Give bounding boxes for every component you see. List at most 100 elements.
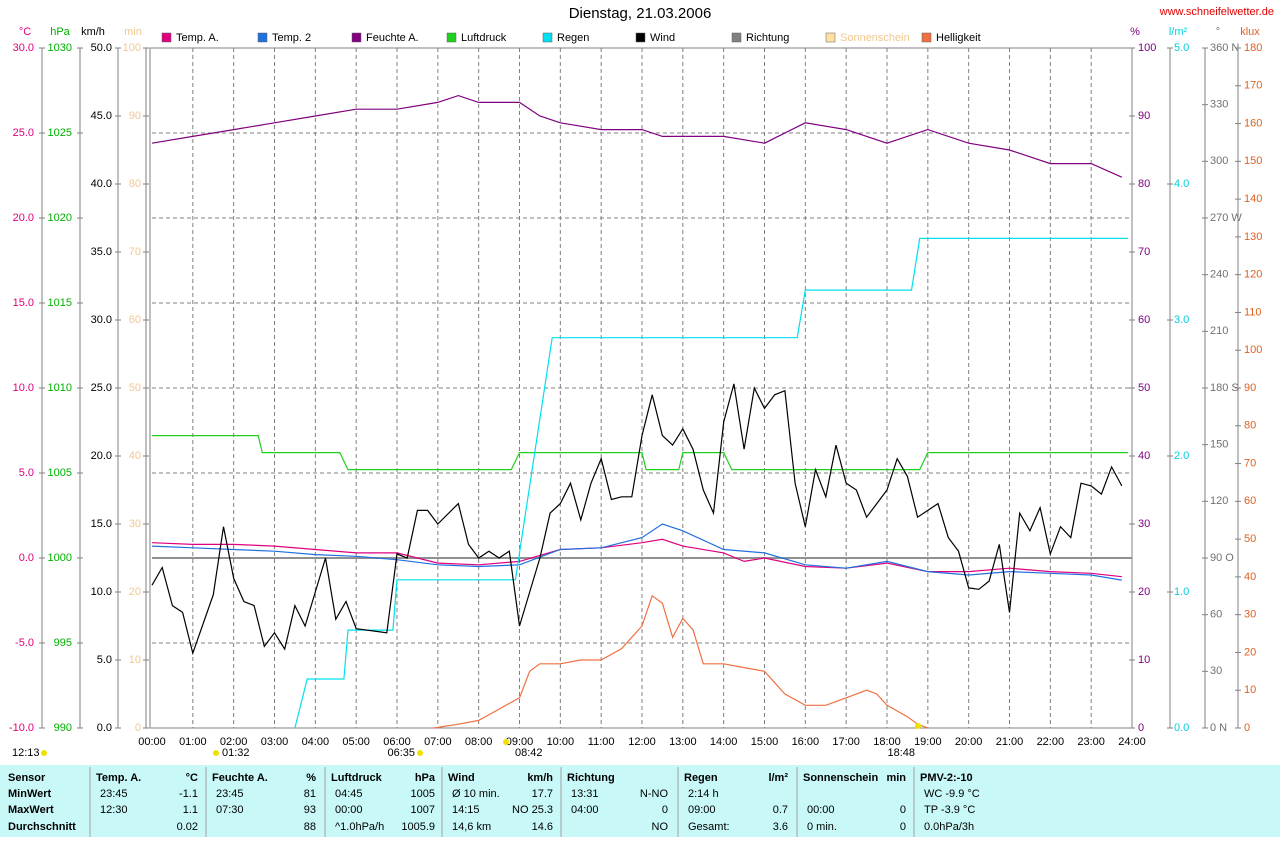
- cell-time: 07:30: [216, 804, 244, 816]
- y-tick-label: 0.0: [97, 722, 112, 734]
- y-tick-label: -10.0: [9, 722, 34, 734]
- x-tick-label: 13:00: [669, 736, 697, 748]
- cell-time: ^1.0hPa/h: [335, 821, 384, 833]
- x-tick-label: 02:00: [220, 736, 248, 748]
- y-tick-label: 90: [129, 110, 141, 122]
- cell-time: 09:00: [688, 804, 716, 816]
- legend-label: Regen: [557, 32, 589, 44]
- y-tick-label: 360 N: [1210, 42, 1239, 54]
- y-tick-label: 0.0: [19, 552, 34, 564]
- cell-value: NO: [652, 821, 669, 833]
- sun-moon-icon: [41, 750, 47, 756]
- y-tick-label: 110: [1244, 306, 1262, 318]
- y-tick-label: 2.0: [1174, 450, 1189, 462]
- series-line: [433, 594, 929, 729]
- x-tick-label: 14:00: [710, 736, 738, 748]
- row-label: MinWert: [8, 788, 52, 800]
- column-unit: hPa: [415, 772, 436, 784]
- cell-value: 0: [662, 804, 668, 816]
- column-header: Feuchte A.: [212, 772, 268, 784]
- column-unit: l/m²: [768, 772, 788, 784]
- legend-swatch: [921, 32, 932, 43]
- column-unit: min: [886, 772, 906, 784]
- y-tick-label: 35.0: [91, 246, 112, 258]
- y-tick-label: 30: [1210, 665, 1222, 677]
- y-tick-label: 1030: [48, 42, 72, 54]
- cell-value: 1.1: [183, 804, 198, 816]
- y-tick-label: 150: [1210, 439, 1228, 451]
- y-tick-label: 40: [1138, 450, 1150, 462]
- y-tick-label: 1000: [48, 552, 72, 564]
- x-tick-label: 24:00: [1118, 736, 1146, 748]
- y-tick-label: 1010: [48, 382, 72, 394]
- y-tick-label: 60: [1210, 609, 1222, 621]
- y-tick-label: 30.0: [13, 42, 34, 54]
- series-line: [294, 237, 1128, 729]
- column-header: Luftdruck: [331, 772, 383, 784]
- y-tick-label: 80: [1138, 178, 1150, 190]
- cell-time: 13:31: [571, 788, 599, 800]
- legend-label: Helligkeit: [936, 32, 981, 44]
- column-header: Sensor: [8, 772, 46, 784]
- y-tick-label: 15.0: [13, 297, 34, 309]
- cell-time: 23:45: [100, 788, 128, 800]
- cell-time: 2:14 h: [688, 788, 719, 800]
- legend-swatch: [825, 32, 836, 43]
- y-tick-label: 30: [129, 518, 141, 530]
- legend-swatch: [446, 32, 457, 43]
- cell-value: 81: [304, 788, 316, 800]
- x-tick-label: 11:00: [588, 736, 615, 748]
- cell-value: 1007: [411, 804, 435, 816]
- y-tick-label: 210: [1210, 325, 1228, 337]
- y-tick-label: 990: [54, 722, 72, 734]
- y-tick-label: 0: [1244, 722, 1250, 734]
- sun-moon-icon: [915, 723, 921, 729]
- cell-value: NO 25.3: [512, 804, 553, 816]
- x-tick-label: 03:00: [261, 736, 289, 748]
- y-tick-label: 270 W: [1210, 212, 1242, 224]
- x-tick-label: 08:00: [465, 736, 493, 748]
- y-tick-label: 1015: [48, 297, 72, 309]
- y-tick-label: 100: [123, 42, 141, 54]
- legend-label: Wind: [650, 32, 675, 44]
- y-tick-label: 0 N: [1210, 722, 1227, 734]
- y-tick-label: 25.0: [13, 127, 34, 139]
- y-tick-label: 1025: [48, 127, 72, 139]
- sun-moon-icon: [213, 750, 219, 756]
- y-tick-label: 150: [1244, 155, 1262, 167]
- y-tick-label: 20.0: [91, 450, 112, 462]
- cell-time: 04:45: [335, 788, 363, 800]
- axis-unit: klux: [1240, 26, 1260, 38]
- x-tick-label: 06:00: [383, 736, 411, 748]
- y-tick-label: 25.0: [91, 382, 112, 394]
- annotation: 18:48: [887, 747, 915, 759]
- legend-label: Sonnenschein: [840, 32, 910, 44]
- axis-unit: l/m²: [1169, 26, 1188, 38]
- cell-value: 88: [304, 821, 316, 833]
- annotation: 06:35: [387, 747, 415, 759]
- x-tick-label: 10:00: [547, 736, 575, 748]
- cell-time: WC -9.9 °C: [924, 788, 980, 800]
- y-tick-label: 0.0: [1174, 722, 1189, 734]
- annotation: 12:13: [12, 747, 40, 759]
- cell-time: 00:00: [335, 804, 363, 816]
- cell-time: Gesamt:: [688, 821, 730, 833]
- legend-swatch: [731, 32, 742, 43]
- legend-swatch: [542, 32, 553, 43]
- cell-value: 93: [304, 804, 316, 816]
- legend-swatch: [257, 32, 268, 43]
- cell-time: 14:15: [452, 804, 480, 816]
- x-tick-label: 07:00: [424, 736, 452, 748]
- y-tick-label: 50.0: [91, 42, 112, 54]
- series-line: [151, 523, 1122, 581]
- y-tick-label: 70: [1138, 246, 1150, 258]
- x-tick-label: 12:00: [628, 736, 656, 748]
- sun-moon-icon: [417, 750, 423, 756]
- y-tick-label: 60: [129, 314, 141, 326]
- cell-value: 17.7: [532, 788, 553, 800]
- x-tick-label: 09:00: [506, 736, 534, 748]
- y-tick-label: 10: [1244, 684, 1256, 696]
- x-tick-label: 00:00: [138, 736, 166, 748]
- y-tick-label: 60: [1138, 314, 1150, 326]
- y-tick-label: 120: [1244, 269, 1262, 281]
